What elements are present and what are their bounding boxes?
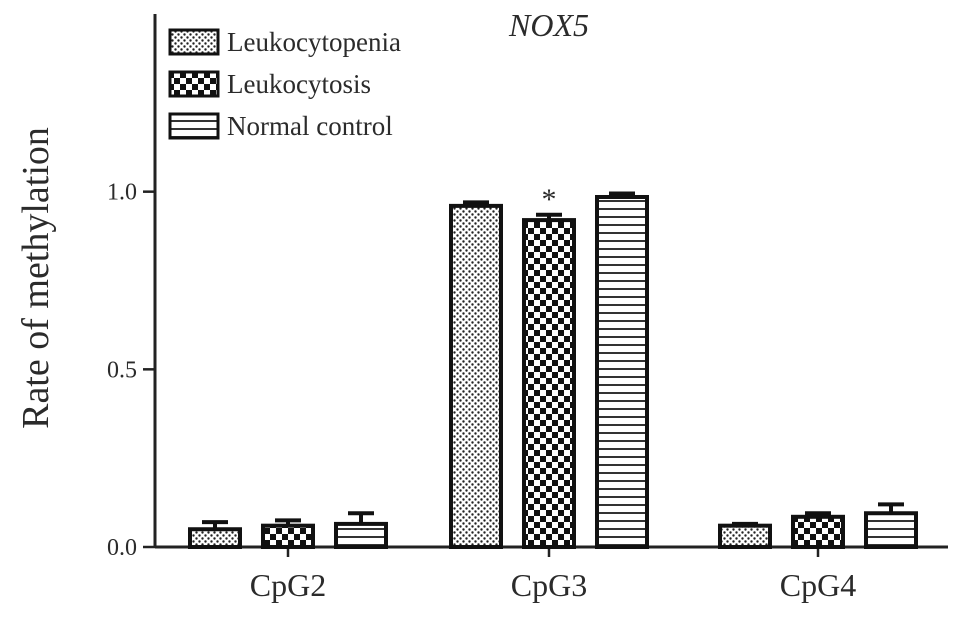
- x-tick-label-cpg3: CpG3: [511, 567, 587, 603]
- bar-normal-control-cpg4: [864, 511, 918, 550]
- bar-leukocytopenia-cpg4: [718, 523, 772, 549]
- annotations: *: [542, 183, 557, 216]
- bar-normal-control-cpg2: [334, 521, 388, 549]
- x-tick-label-cpg2: CpG2: [250, 567, 326, 603]
- y-tick-label: 0.0: [107, 535, 137, 561]
- legend-swatch-leukocytopenia: [168, 28, 220, 56]
- significance-marker: *: [542, 183, 557, 216]
- y-tick-label: 1.0: [107, 180, 137, 206]
- bar-leukocytopenia-cpg3: [449, 203, 503, 549]
- x-ticks: CpG2 CpG3 CpG4: [250, 547, 856, 603]
- y-ticks: 0.0 0.5 1.0: [107, 180, 155, 561]
- bar-leukocytosis-cpg3: [522, 218, 576, 550]
- bar-leukocytosis-cpg2: [261, 523, 315, 549]
- bar-leukocytosis-cpg4: [791, 514, 845, 550]
- legend-label-leukocytosis: Leukocytosis: [227, 69, 371, 99]
- bars: [188, 191, 918, 550]
- x-tick-label-cpg4: CpG4: [780, 567, 856, 603]
- y-axis-label: Rate of methylation: [15, 127, 57, 429]
- bar-leukocytopenia-cpg2: [188, 527, 242, 550]
- legend-label-normal-control: Normal control: [227, 111, 393, 141]
- legend-label-leukocytopenia: Leukocytopenia: [227, 27, 401, 57]
- legend-swatch-leukocytosis: [168, 70, 220, 98]
- y-tick-label: 0.5: [107, 357, 137, 383]
- chart-title: NOX5: [508, 7, 589, 43]
- legend-swatch-normal-control: [168, 112, 220, 140]
- bar-normal-control-cpg3: [595, 194, 649, 549]
- legend: Leukocytopenia Leukocytosis Normal control: [168, 27, 401, 141]
